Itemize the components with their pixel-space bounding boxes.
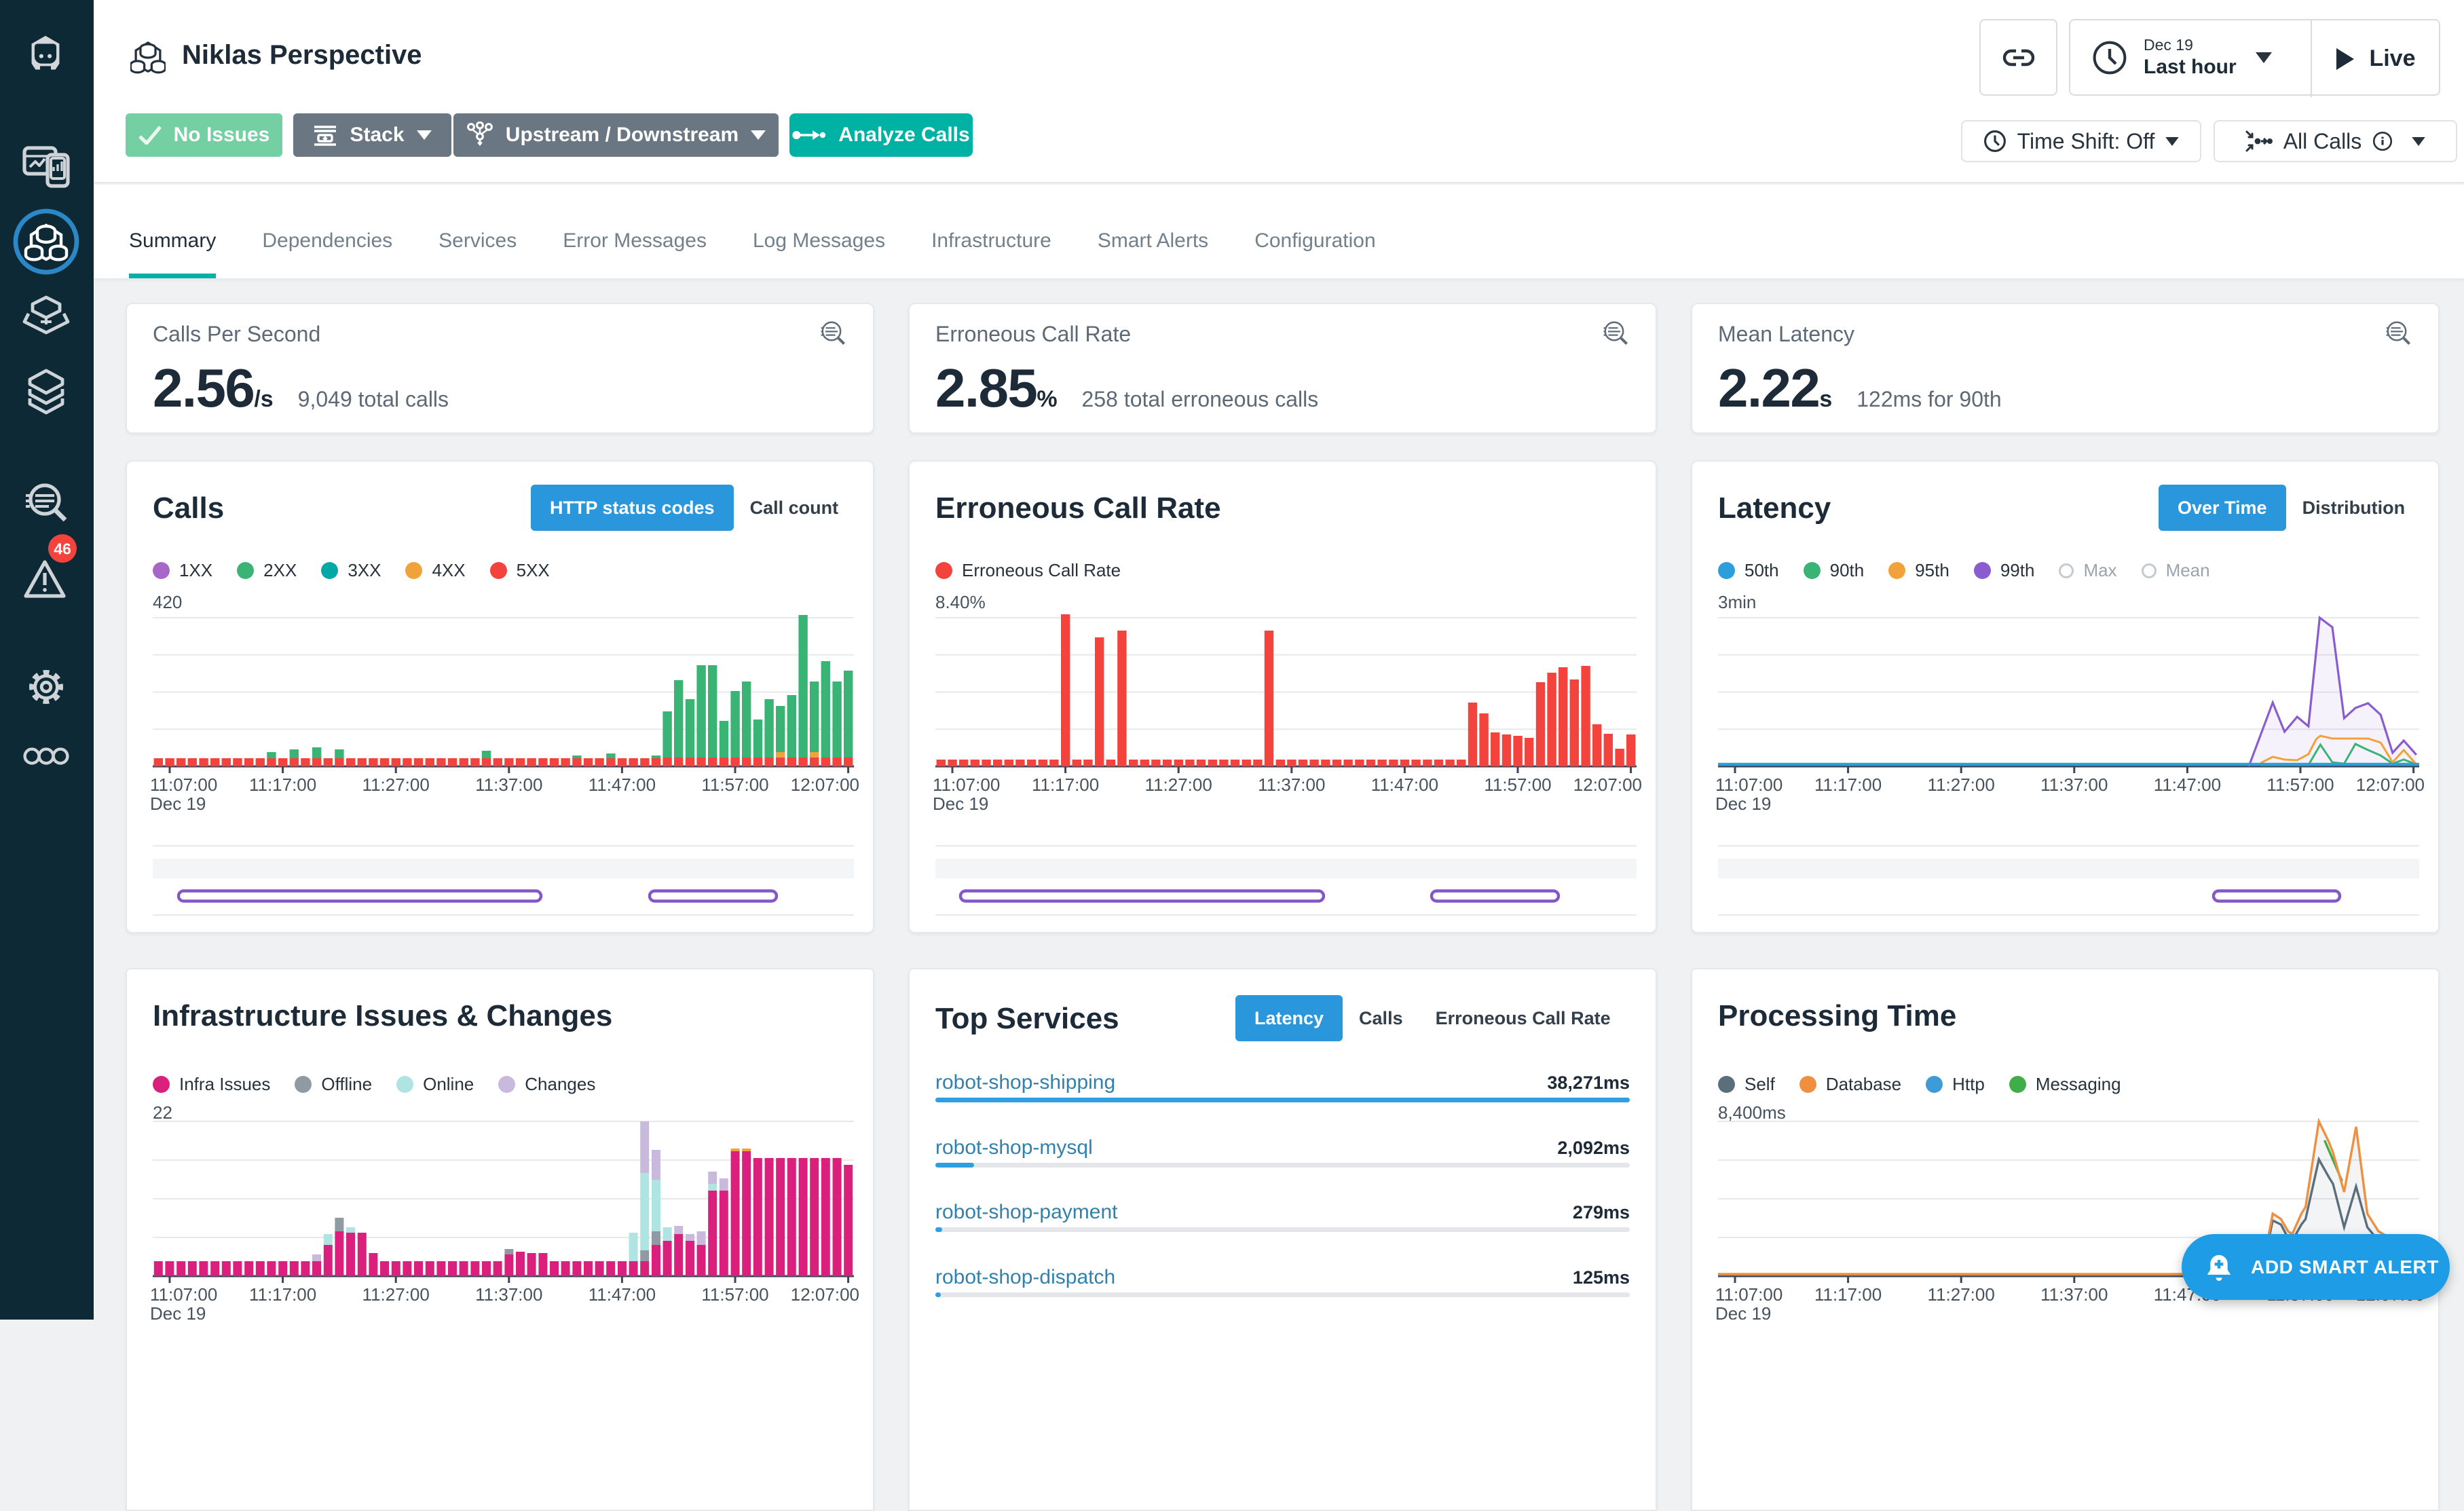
svg-text:11:47:00: 11:47:00 xyxy=(1371,775,1438,795)
svg-text:11:17:00: 11:17:00 xyxy=(1032,775,1099,795)
svg-text:11:17:00: 11:17:00 xyxy=(249,775,316,795)
svg-text:11:37:00: 11:37:00 xyxy=(2040,775,2108,795)
svg-text:46: 46 xyxy=(54,540,71,557)
svg-text:12:07:00: 12:07:00 xyxy=(2356,775,2425,795)
svg-text:11:37:00: 11:37:00 xyxy=(2040,1284,2108,1305)
svg-text:11:07:00: 11:07:00 xyxy=(933,775,1000,795)
svg-text:11:47:00: 11:47:00 xyxy=(589,775,656,795)
svg-text:12:07:00: 12:07:00 xyxy=(791,775,859,795)
svg-text:11:27:00: 11:27:00 xyxy=(362,775,430,795)
svg-text:11:07:00: 11:07:00 xyxy=(1715,775,1782,795)
svg-text:11:57:00: 11:57:00 xyxy=(701,1284,768,1305)
svg-text:11:57:00: 11:57:00 xyxy=(2266,775,2334,795)
svg-text:11:07:00: 11:07:00 xyxy=(150,775,217,795)
svg-text:11:57:00: 11:57:00 xyxy=(701,775,768,795)
svg-text:11:27:00: 11:27:00 xyxy=(1928,1284,1995,1305)
svg-text:Dec 19: Dec 19 xyxy=(1715,794,1771,814)
svg-text:11:17:00: 11:17:00 xyxy=(1814,1284,1882,1305)
svg-text:Dec 19: Dec 19 xyxy=(933,794,988,814)
svg-text:Dec 19: Dec 19 xyxy=(1715,1303,1771,1320)
svg-text:11:17:00: 11:17:00 xyxy=(1814,775,1882,795)
svg-text:11:27:00: 11:27:00 xyxy=(1145,775,1212,795)
svg-text:11:27:00: 11:27:00 xyxy=(362,1284,430,1305)
svg-text:12:07:00: 12:07:00 xyxy=(1573,775,1642,795)
svg-text:11:47:00: 11:47:00 xyxy=(2154,775,2221,795)
svg-text:11:37:00: 11:37:00 xyxy=(1258,775,1325,795)
svg-text:11:07:00: 11:07:00 xyxy=(150,1284,217,1305)
svg-text:11:07:00: 11:07:00 xyxy=(1715,1284,1782,1305)
svg-text:11:37:00: 11:37:00 xyxy=(475,1284,542,1305)
svg-text:11:27:00: 11:27:00 xyxy=(1928,775,1995,795)
svg-text:11:37:00: 11:37:00 xyxy=(475,775,542,795)
svg-text:11:17:00: 11:17:00 xyxy=(249,1284,316,1305)
svg-text:Dec 19: Dec 19 xyxy=(150,794,206,814)
svg-text:Dec 19: Dec 19 xyxy=(150,1303,206,1320)
svg-text:11:47:00: 11:47:00 xyxy=(589,1284,656,1305)
svg-text:11:57:00: 11:57:00 xyxy=(1484,775,1551,795)
svg-text:12:07:00: 12:07:00 xyxy=(791,1284,859,1305)
